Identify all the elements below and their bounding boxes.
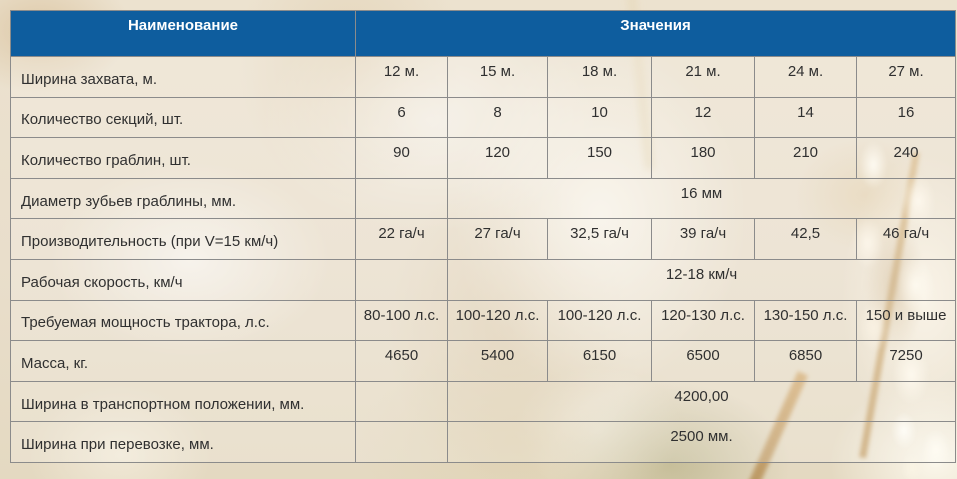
- table-row: Количество граблин, шт. 90 120 150 180 210 240: [10, 137, 957, 179]
- value-cell: 150 и выше: [855, 299, 957, 342]
- empty-value-cell: [355, 258, 448, 301]
- merged-value-cell: 4200,00: [446, 380, 957, 423]
- value-cell: 10: [547, 96, 652, 139]
- value-cell: 210: [754, 137, 857, 179]
- value-cell: 42,5: [754, 218, 857, 260]
- value-cell: 6850: [754, 340, 857, 382]
- value-cell: 6150: [547, 340, 652, 382]
- value-cell: 18 м.: [547, 56, 652, 98]
- table-row: Рабочая скорость, км/ч 12-18 км/ч: [10, 258, 957, 301]
- empty-value-cell: [355, 177, 448, 220]
- table-header-row: Наименование Значения: [10, 10, 957, 57]
- table-row: Требуемая мощность трактора, л.с. 80-100 …: [10, 299, 957, 342]
- value-cell: 180: [651, 137, 755, 179]
- merged-value-cell: 2500 мм.: [446, 421, 957, 463]
- row-label: Ширина захвата, м.: [10, 56, 356, 98]
- value-cell: 4650: [355, 340, 448, 382]
- spec-table-body: Ширина захвата, м. 12 м. 15 м. 18 м. 21 м. 24…: [10, 56, 957, 463]
- value-cell: 100-120 л.с.: [547, 299, 652, 342]
- value-cell: 240: [855, 137, 957, 179]
- row-label: Производительность (при V=15 км/ч): [10, 218, 356, 260]
- table-row: Ширина в транспортном положении, мм. 4200…: [10, 380, 957, 423]
- row-label: Рабочая скорость, км/ч: [10, 258, 356, 301]
- value-cell: 100-120 л.с.: [447, 299, 548, 342]
- value-cell: 14: [754, 96, 857, 139]
- table-row: Масса, кг. 4650 5400 6150 6500 6850 7250: [10, 340, 957, 382]
- value-cell: 16: [855, 96, 957, 139]
- row-label: Требуемая мощность трактора, л.с.: [10, 299, 356, 342]
- row-label: Ширина при перевозке, мм.: [10, 421, 356, 463]
- merged-value-cell: 12-18 км/ч: [446, 258, 957, 301]
- value-cell: 120: [447, 137, 548, 179]
- value-cell: 6500: [651, 340, 755, 382]
- value-cell: 90: [355, 137, 448, 179]
- value-cell: 7250: [855, 340, 957, 382]
- table-row: Ширина при перевозке, мм. 2500 мм.: [10, 421, 957, 463]
- header-name-cell: Наименование: [10, 10, 356, 57]
- row-label: Количество граблин, шт.: [10, 137, 356, 179]
- table-row: Ширина захвата, м. 12 м. 15 м. 18 м. 21 м. 24…: [10, 56, 957, 98]
- row-label: Ширина в транспортном положении, мм.: [10, 380, 356, 423]
- value-cell: 15 м.: [447, 56, 548, 98]
- value-cell: 12: [651, 96, 755, 139]
- empty-value-cell: [355, 380, 448, 423]
- empty-value-cell: [355, 421, 448, 463]
- row-label: Диаметр зубьев граблины, мм.: [10, 177, 356, 220]
- row-label: Количество секций, шт.: [10, 96, 356, 139]
- table-row: Производительность (при V=15 км/ч) 22 га/…: [10, 218, 957, 260]
- value-cell: 80-100 л.с.: [355, 299, 448, 342]
- value-cell: 21 м.: [651, 56, 755, 98]
- value-cell: 130-150 л.с.: [754, 299, 857, 342]
- table-row: Количество секций, шт. 6 8 10 12 14 16: [10, 96, 957, 139]
- value-cell: 22 га/ч: [355, 218, 448, 260]
- value-cell: 150: [547, 137, 652, 179]
- value-cell: 39 га/ч: [651, 218, 755, 260]
- value-cell: 12 м.: [355, 56, 448, 98]
- value-cell: 24 м.: [754, 56, 857, 98]
- row-label: Масса, кг.: [10, 340, 356, 382]
- value-cell: 6: [355, 96, 448, 139]
- value-cell: 32,5 га/ч: [547, 218, 652, 260]
- value-cell: 120-130 л.с.: [651, 299, 755, 342]
- value-cell: 46 га/ч: [855, 218, 957, 260]
- value-cell: 27 га/ч: [447, 218, 548, 260]
- spec-table: Наименование Значения Ширина захвата, м.…: [10, 10, 957, 463]
- merged-value-cell: 16 мм: [446, 177, 957, 220]
- value-cell: 5400: [447, 340, 548, 382]
- table-row: Диаметр зубьев граблины, мм. 16 мм: [10, 177, 957, 220]
- header-values-cell: Значения: [354, 10, 957, 57]
- value-cell: 8: [447, 96, 548, 139]
- value-cell: 27 м.: [855, 56, 957, 98]
